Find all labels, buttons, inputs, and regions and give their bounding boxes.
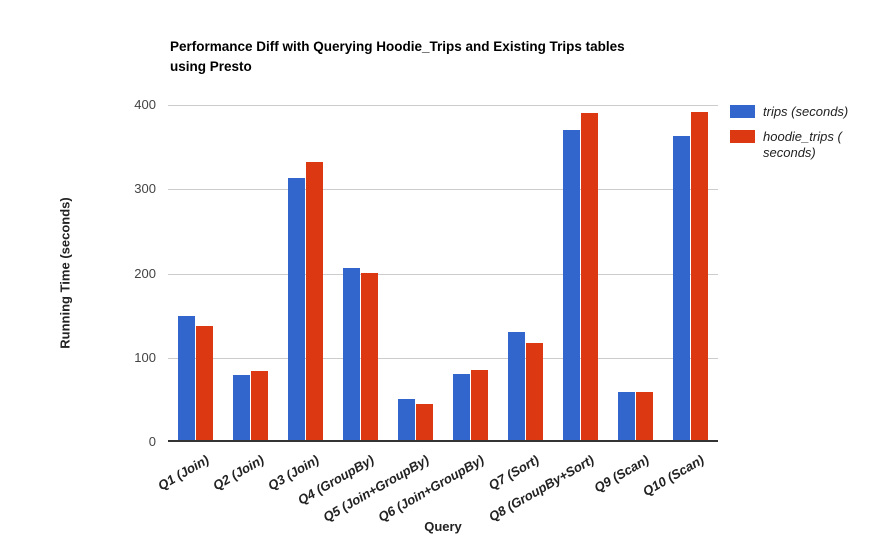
- x-axis-title: Query: [424, 519, 462, 534]
- bar-trips-2[interactable]: [233, 374, 250, 442]
- bar-hoodie-trips-9[interactable]: [636, 392, 653, 442]
- legend-item-trips: trips (seconds): [730, 104, 848, 120]
- gridline-200: [168, 274, 718, 275]
- bar-hoodie-trips-3[interactable]: [306, 162, 323, 442]
- bar-trips-7[interactable]: [508, 331, 525, 442]
- legend-label-hoodie-trips: hoodie_trips (seconds): [763, 129, 842, 160]
- chart-title: Performance Diff with Querying Hoodie_Tr…: [170, 37, 625, 77]
- bar-hoodie-trips-6[interactable]: [471, 370, 488, 442]
- y-tick-label-400: 400: [134, 97, 156, 112]
- bar-group-2: [223, 105, 278, 442]
- bar-hoodie-trips-10[interactable]: [691, 111, 708, 442]
- bar-hoodie-trips-5[interactable]: [416, 404, 433, 442]
- gridline-100: [168, 358, 718, 359]
- y-tick-label-0: 0: [148, 434, 156, 449]
- bar-group-7: [498, 105, 553, 442]
- bar-trips-10[interactable]: [673, 136, 690, 442]
- gridline-400: [168, 105, 718, 106]
- bar-trips-5[interactable]: [398, 399, 415, 442]
- bar-trips-3[interactable]: [288, 178, 305, 442]
- legend: trips (seconds) hoodie_trips (seconds): [730, 104, 848, 170]
- y-tick-label-200: 200: [134, 265, 156, 281]
- bar-group-10: [663, 105, 718, 442]
- chart-title-line2: using Presto: [170, 59, 252, 74]
- legend-label-trips: trips (seconds): [763, 104, 849, 119]
- plot-area: [168, 105, 718, 442]
- bar-hoodie-trips-8[interactable]: [581, 113, 598, 442]
- legend-item-hoodie-trips: hoodie_trips (seconds): [730, 129, 848, 161]
- bar-hoodie-trips-4[interactable]: [361, 272, 378, 442]
- bar-group-5: [388, 105, 443, 442]
- bar-trips-4[interactable]: [343, 267, 360, 442]
- y-tick-label-300: 300: [134, 181, 156, 197]
- bar-hoodie-trips-7[interactable]: [526, 343, 543, 442]
- legend-swatch-hoodie-trips: [730, 130, 755, 143]
- bar-hoodie-trips-2[interactable]: [251, 371, 268, 442]
- bar-group-4: [333, 105, 388, 442]
- bar-hoodie-trips-1[interactable]: [196, 325, 213, 442]
- x-axis-line: [168, 440, 718, 442]
- bar-trips-1[interactable]: [178, 315, 195, 442]
- legend-swatch-trips: [730, 105, 755, 118]
- bar-trips-8[interactable]: [563, 130, 580, 442]
- bar-group-6: [443, 105, 498, 442]
- bar-group-9: [608, 105, 663, 442]
- bar-group-8: [553, 105, 608, 442]
- y-axis-title: Running Time (seconds): [57, 197, 73, 349]
- bar-group-3: [278, 105, 333, 442]
- bar-trips-6[interactable]: [453, 373, 470, 442]
- chart-title-line1: Performance Diff with Querying Hoodie_Tr…: [170, 39, 625, 54]
- bar-group-1: [168, 105, 223, 442]
- bar-trips-9[interactable]: [618, 391, 635, 442]
- y-tick-label-100: 100: [134, 349, 156, 365]
- gridline-300: [168, 189, 718, 190]
